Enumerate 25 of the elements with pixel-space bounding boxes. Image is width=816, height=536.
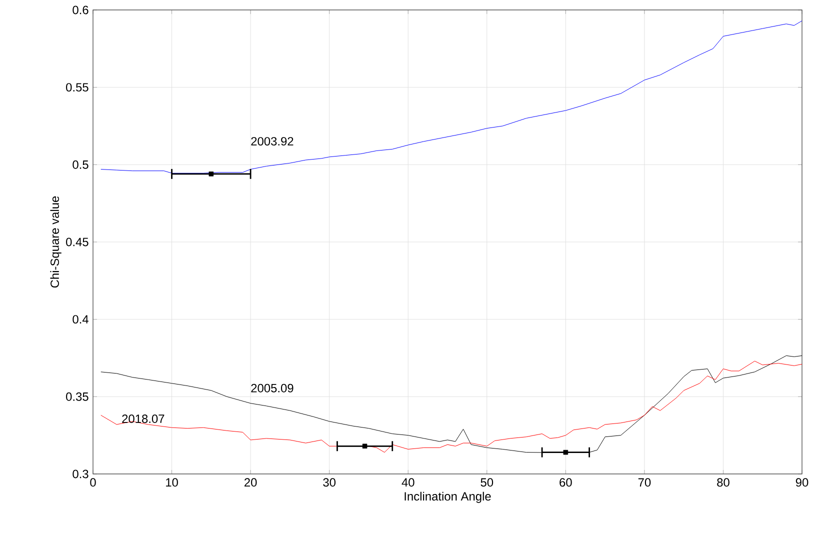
y-tick-label: 0.6 <box>72 6 88 14</box>
x-tick-label: 40 <box>402 478 414 487</box>
annotation: 2018.07 <box>122 414 164 423</box>
x-axis-title: Inclination Angle <box>404 492 491 503</box>
annotation: 2005.09 <box>251 384 294 392</box>
y-tick-label: 0.3 <box>72 470 88 478</box>
point <box>362 444 368 449</box>
x-tick-label: 60 <box>560 478 572 487</box>
x-tick-label: 0 <box>90 478 96 487</box>
y-tick-label: 0.55 <box>66 83 88 92</box>
x-tick-label: 30 <box>323 478 336 487</box>
annotation: 2003.92 <box>251 137 294 146</box>
point <box>208 172 214 176</box>
x-tick-label: 90 <box>796 478 808 487</box>
x-tick-label: 10 <box>166 478 178 487</box>
x-tick-label: 70 <box>638 478 651 487</box>
y-tick-label: 0.4 <box>72 315 88 324</box>
y-axis-title: Chi-Square value <box>50 196 62 288</box>
point <box>563 450 568 455</box>
y-tick-label: 0.35 <box>66 392 88 401</box>
y-tick-label: 0.5 <box>72 160 88 169</box>
y-tick-label: 0.45 <box>66 238 88 246</box>
x-tick-label: 80 <box>717 478 730 487</box>
x-tick-label: 20 <box>244 478 257 487</box>
x-tick-label: 50 <box>480 478 494 487</box>
